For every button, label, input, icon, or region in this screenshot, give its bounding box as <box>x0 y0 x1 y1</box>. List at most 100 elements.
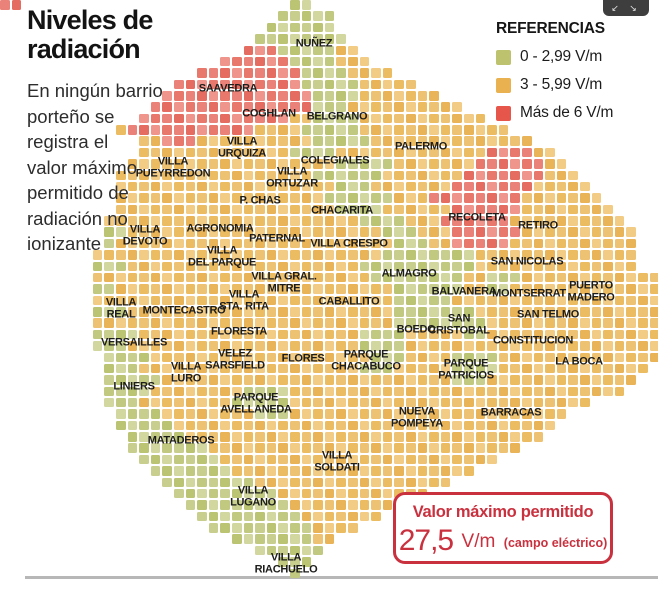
map-tile <box>359 397 370 408</box>
map-tile <box>359 181 370 192</box>
map-tile <box>336 136 346 146</box>
map-tile <box>591 352 602 363</box>
map-tile <box>290 329 300 340</box>
expand-button[interactable]: ↙ ↘ <box>603 0 649 16</box>
map-tile <box>278 216 288 226</box>
map-tile <box>185 216 196 226</box>
map-tile <box>394 432 404 442</box>
map-tile <box>139 193 149 203</box>
map-tile <box>336 102 346 112</box>
page-title-line2: radiación <box>27 34 141 64</box>
map-tile <box>522 272 532 283</box>
map-tile <box>382 443 393 453</box>
map-tile <box>162 466 172 476</box>
map-tile <box>522 216 532 226</box>
map-tile <box>208 227 219 237</box>
map-tile <box>591 250 602 260</box>
map-tile <box>394 102 404 112</box>
map-tile <box>255 181 265 192</box>
map-tile <box>324 432 335 442</box>
map-tile <box>580 238 590 249</box>
map-tile <box>498 318 509 328</box>
map-tile <box>452 341 462 351</box>
map-tile <box>208 523 219 533</box>
map-tile <box>452 397 462 408</box>
map-tile <box>290 261 300 272</box>
map-tile <box>487 443 497 453</box>
map-tile <box>464 363 474 374</box>
map-tile <box>348 250 358 260</box>
map-tile <box>243 318 254 328</box>
map-tile <box>139 261 149 272</box>
map-tile <box>243 68 254 78</box>
map-tile <box>556 181 567 192</box>
map-tile <box>371 386 381 397</box>
map-tile <box>104 341 114 351</box>
map-label-line: ORTUZAR <box>266 177 318 189</box>
map-tile <box>359 91 370 101</box>
map-tile <box>313 136 323 146</box>
map-tile <box>336 386 346 397</box>
map-tile <box>139 216 149 226</box>
map-tile <box>464 147 474 158</box>
map-tile <box>522 397 532 408</box>
map-tile <box>429 216 439 226</box>
map-tile <box>220 204 230 215</box>
map-tile <box>162 193 172 203</box>
map-label-coghlan: COGHLAN <box>242 108 296 120</box>
map-tile <box>464 159 474 169</box>
subtitle-line: valor máximo <box>27 156 137 178</box>
map-tile <box>417 318 428 328</box>
map-tile <box>150 329 161 340</box>
subtitle-line: permitido de <box>27 182 129 203</box>
map-tile <box>498 307 509 317</box>
map-tile <box>301 250 312 260</box>
map-tile <box>255 545 265 556</box>
map-tile <box>266 454 277 465</box>
map-tile <box>255 227 265 237</box>
map-tile <box>394 91 404 101</box>
map-tile <box>348 318 358 328</box>
map-tile <box>626 284 636 294</box>
map-tile <box>348 216 358 226</box>
map-tile <box>255 534 265 544</box>
map-tile <box>278 261 288 272</box>
map-tile <box>139 136 149 146</box>
map-tile <box>208 193 219 203</box>
map-tile <box>371 238 381 249</box>
map-tile <box>371 159 381 169</box>
map-tile <box>382 386 393 397</box>
map-tile <box>452 454 462 465</box>
map-tile <box>591 284 602 294</box>
map-label-line: VILLA <box>276 165 308 178</box>
map-tile <box>359 136 370 146</box>
map-tile <box>475 181 486 192</box>
map-tile <box>429 136 439 146</box>
map-tile <box>452 204 462 215</box>
map-tile <box>487 125 497 135</box>
map-tile <box>162 375 172 385</box>
map-tile <box>336 284 346 294</box>
map-label-p-chas: P. CHAS <box>239 195 280 207</box>
map-tile <box>510 216 520 226</box>
map-tile <box>452 159 462 169</box>
map-tile <box>313 113 323 124</box>
max-value-unit: V/m <box>461 531 496 552</box>
map-tile <box>336 511 346 522</box>
map-tile <box>162 386 172 397</box>
map-tile <box>220 181 230 192</box>
map-tile <box>522 284 532 294</box>
map-tile <box>336 329 346 340</box>
map-tile <box>533 272 544 283</box>
map-tile <box>278 363 288 374</box>
map-tile <box>278 329 288 340</box>
map-tile <box>232 284 242 294</box>
map-tile <box>336 261 346 272</box>
map-tile <box>150 341 161 351</box>
map-tile <box>475 216 486 226</box>
map-tile <box>116 181 126 192</box>
map-tile <box>150 193 161 203</box>
map-tile <box>382 295 393 306</box>
map-tile <box>533 159 544 169</box>
map-tile <box>487 147 497 158</box>
